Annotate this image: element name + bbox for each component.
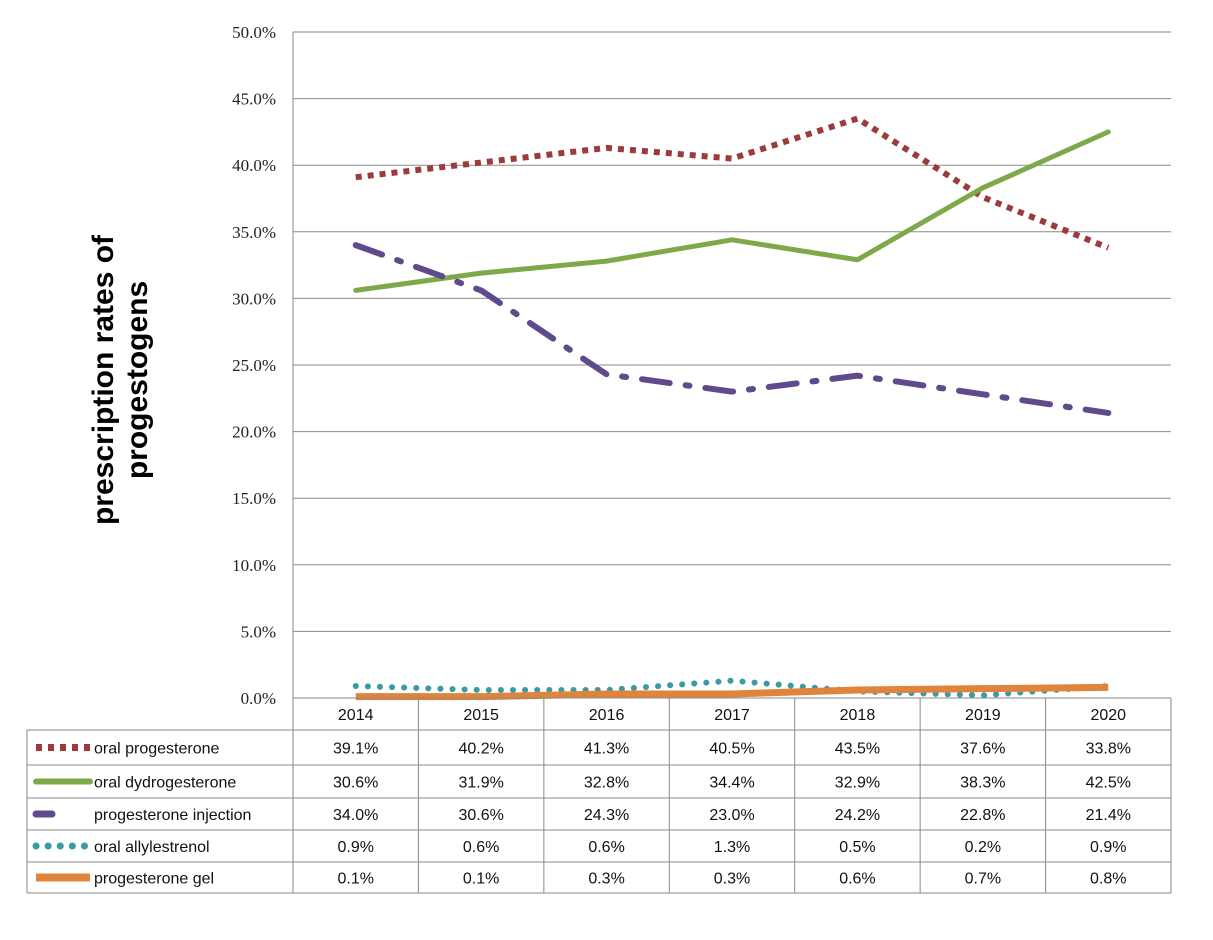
table-cell: 0.6%	[463, 839, 499, 856]
y-tick-label: 5.0%	[241, 622, 276, 641]
table-cell: 32.9%	[835, 775, 880, 792]
table-cell: 41.3%	[584, 741, 629, 758]
x-tick-label: 2018	[840, 707, 876, 724]
table-cell: 24.2%	[835, 807, 880, 824]
data-table: 2014 2015 2016 2017 2018 2019 2020 oral progest…	[26, 697, 1172, 894]
table-cell: 0.9%	[337, 839, 373, 856]
x-tick-label: 2017	[714, 707, 750, 724]
x-tick-label: 2020	[1090, 707, 1126, 724]
table-cell: 0.3%	[714, 871, 750, 888]
table-cell: 1.3%	[714, 839, 750, 856]
table-cell: 0.8%	[1090, 871, 1126, 888]
y-tick-label: 40.0%	[232, 156, 276, 175]
series-line-progesterone-gel	[355, 683, 1109, 701]
table-cell: 43.5%	[835, 741, 880, 758]
table-cell: 22.8%	[960, 807, 1005, 824]
table-cell: 40.5%	[709, 741, 754, 758]
y-tick-label: 35.0%	[232, 223, 276, 242]
table-cell: 23.0%	[709, 807, 754, 824]
y-axis-label-line-2: progestogens	[121, 281, 154, 479]
x-tick-label: 2015	[463, 707, 499, 724]
table-cell: 34.0%	[333, 807, 378, 824]
y-tick-label: 50.0%	[232, 23, 276, 42]
table-cell: 0.3%	[588, 871, 624, 888]
legend-label: oral progesterone	[94, 741, 220, 758]
table-cell: 30.6%	[458, 807, 503, 824]
gridlines	[292, 31, 1171, 699]
series-line-oral-allylestrenol	[352, 677, 1112, 699]
y-axis-ticks: 0.0% 5.0% 10.0% 15.0% 20.0% 25.0% 30.0% 35.0% 40…	[232, 23, 276, 708]
table-cell: 30.6%	[333, 775, 378, 792]
table-cell: 31.9%	[458, 775, 503, 792]
table-cell: 34.4%	[709, 775, 754, 792]
table-cell: 0.1%	[463, 871, 499, 888]
table-cell: 33.8%	[1086, 741, 1131, 758]
legend-label: oral allylestrenol	[94, 839, 210, 856]
legend-label: progesterone gel	[94, 871, 214, 888]
table-cell: 38.3%	[960, 775, 1005, 792]
series-line-oral-dydrogesterone	[353, 129, 1111, 293]
x-tick-label: 2016	[589, 707, 625, 724]
y-tick-label: 20.0%	[232, 423, 276, 442]
x-tick-label: 2019	[965, 707, 1001, 724]
table-cell: 0.2%	[965, 839, 1001, 856]
y-tick-label: 25.0%	[232, 356, 276, 375]
table-cell: 0.5%	[839, 839, 875, 856]
table-cell: 37.6%	[960, 741, 1005, 758]
table-cell: 24.3%	[584, 807, 629, 824]
table-cell: 0.9%	[1090, 839, 1126, 856]
y-tick-label: 0.0%	[241, 689, 276, 708]
y-tick-label: 10.0%	[232, 556, 276, 575]
table-cell: 0.6%	[588, 839, 624, 856]
table-cell: 0.6%	[839, 871, 875, 888]
table-cell: 32.8%	[584, 775, 629, 792]
y-tick-label: 30.0%	[232, 289, 276, 308]
legend-label: oral dydrogesterone	[94, 775, 236, 792]
x-tick-label: 2014	[338, 707, 374, 724]
y-tick-label: 15.0%	[232, 489, 276, 508]
table-cell: 21.4%	[1086, 807, 1131, 824]
table-cell: 40.2%	[458, 741, 503, 758]
table-cell: 0.7%	[965, 871, 1001, 888]
y-tick-label: 45.0%	[232, 90, 276, 109]
table-cell: 0.1%	[337, 871, 373, 888]
series-lines	[352, 115, 1112, 701]
y-axis-label: prescription rates of progestogens	[87, 234, 154, 525]
table-cell: 42.5%	[1086, 775, 1131, 792]
y-axis-label-line-1: prescription rates of	[87, 234, 120, 525]
series-line-progesterone-injection	[352, 242, 1112, 416]
legend-label: progesterone injection	[94, 807, 251, 824]
table-cell: 39.1%	[333, 741, 378, 758]
